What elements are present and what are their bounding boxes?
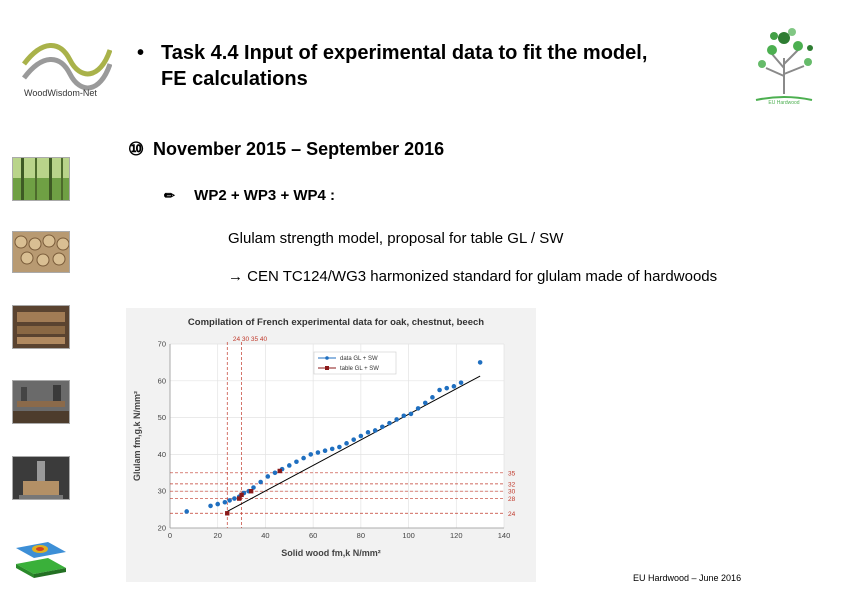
table-point <box>248 489 254 494</box>
table-point <box>277 468 282 474</box>
data-point <box>437 387 442 393</box>
x-tick-label: 60 <box>309 531 317 540</box>
data-point <box>415 406 421 411</box>
data-point <box>401 413 407 419</box>
plot-area <box>170 344 504 528</box>
data-point <box>408 411 414 417</box>
fit-line <box>227 375 481 512</box>
data-point <box>251 485 256 490</box>
fe-model-image <box>16 542 66 578</box>
x-tick-label: 0 <box>168 531 172 540</box>
y-tick-label: 20 <box>158 524 166 533</box>
data-point <box>265 474 271 479</box>
data-point <box>315 450 321 455</box>
chart-title: Compilation of French experimental data … <box>188 317 484 328</box>
y-tick-label: 60 <box>158 376 166 385</box>
data-point <box>301 455 306 461</box>
strength-model-text: Glulam strength model, proposal for tabl… <box>228 230 564 247</box>
chart-legend: data GL + SW table GL + SW <box>313 351 397 375</box>
data-point <box>294 459 299 465</box>
data-point <box>272 470 278 476</box>
y-tick-label: 50 <box>158 413 166 422</box>
schedule-line: ⑩ November 2015 – September 2016 <box>128 139 444 160</box>
schedule-dates: November 2015 – September 2016 <box>153 139 445 159</box>
x-tick-label: 80 <box>357 531 365 540</box>
woodwisdom-logo <box>22 43 112 91</box>
title-line-2: FE calculations <box>161 68 308 90</box>
title-bullet: • <box>137 42 145 64</box>
data-point <box>222 499 228 505</box>
data-point <box>458 380 464 385</box>
data-point <box>258 479 263 485</box>
data-point <box>337 444 342 450</box>
data-point <box>477 360 483 365</box>
work-packages-line: ✏ WP2 + WP3 + WP4 : <box>164 187 335 204</box>
x-tick-label: 120 <box>450 531 463 540</box>
footer-text: EU Hardwood – June 2016 <box>633 573 742 583</box>
logo-wave-green <box>22 43 112 77</box>
y-tick-label: 70 <box>158 340 166 349</box>
reference-label: 28 <box>508 496 516 503</box>
test-rig-image <box>12 456 70 500</box>
reference-label: 24 <box>508 511 516 518</box>
forest-image <box>12 157 70 201</box>
data-point <box>232 496 237 501</box>
reference-label: 30 <box>508 489 516 496</box>
data-point <box>184 509 189 514</box>
workshop-image <box>12 380 70 424</box>
data-point <box>394 417 399 422</box>
data-point <box>351 437 356 442</box>
reference-label: 32 <box>508 481 516 488</box>
x-tick-label: 40 <box>261 531 269 540</box>
data-point <box>451 384 457 389</box>
data-point <box>308 452 314 457</box>
data-point <box>329 446 335 452</box>
timber-beams-image <box>12 305 70 349</box>
schedule-bullet-icon: ⑩ <box>128 139 145 159</box>
standard-line: → CEN TC124/WG3 harmonized standard for … <box>228 268 717 285</box>
legend-table: table GL + SW <box>340 366 379 372</box>
table-point <box>236 496 242 501</box>
x-tick-label: 20 <box>214 531 222 540</box>
logs-image <box>12 231 70 273</box>
y-tick-label: 30 <box>158 487 166 496</box>
x-tick-label: 140 <box>498 531 511 540</box>
data-point <box>372 428 378 433</box>
data-point <box>215 501 221 507</box>
data-point <box>365 430 371 435</box>
logo-wave-grey <box>22 57 112 91</box>
work-packages: WP2 + WP3 + WP4 : <box>194 187 336 204</box>
data-point <box>422 400 428 406</box>
pencil-icon: ✏ <box>164 188 175 203</box>
data-point <box>444 385 450 391</box>
y-tick-label: 40 <box>158 450 166 459</box>
legend-data: data GL + SW <box>340 356 378 362</box>
table-point <box>225 511 230 516</box>
data-point <box>387 420 392 426</box>
glulam-strength-chart: Compilation of French experimental data … <box>126 308 536 582</box>
eu-hardwood-logo: EU Hardwood <box>755 28 813 106</box>
reference-label: 35 <box>508 470 516 477</box>
data-point <box>322 448 328 454</box>
x-axis-label: Solid wood fm,k N/mm² <box>281 548 381 558</box>
table-point <box>239 492 244 498</box>
data-point <box>227 498 232 503</box>
data-point <box>358 433 364 439</box>
data-point <box>286 463 292 468</box>
svg-text:EU Hardwood: EU Hardwood <box>768 100 799 106</box>
y-axis-label: Glulam fm,g,k N/mm² <box>132 391 142 481</box>
standard-text: CEN TC124/WG3 harmonized standard for gl… <box>247 268 718 285</box>
title-line-1: Task 4.4 Input of experimental data to f… <box>161 42 648 64</box>
data-point <box>208 503 213 509</box>
arrow-right-icon: → <box>228 268 243 285</box>
x-tick-label: 100 <box>402 531 415 540</box>
top-reference-labels: 24 30 35 40 <box>233 336 268 343</box>
data-point <box>344 441 349 446</box>
woodwisdom-logo-text: WoodWisdom-Net <box>24 88 97 98</box>
data-point <box>430 395 435 400</box>
data-point <box>380 424 385 430</box>
